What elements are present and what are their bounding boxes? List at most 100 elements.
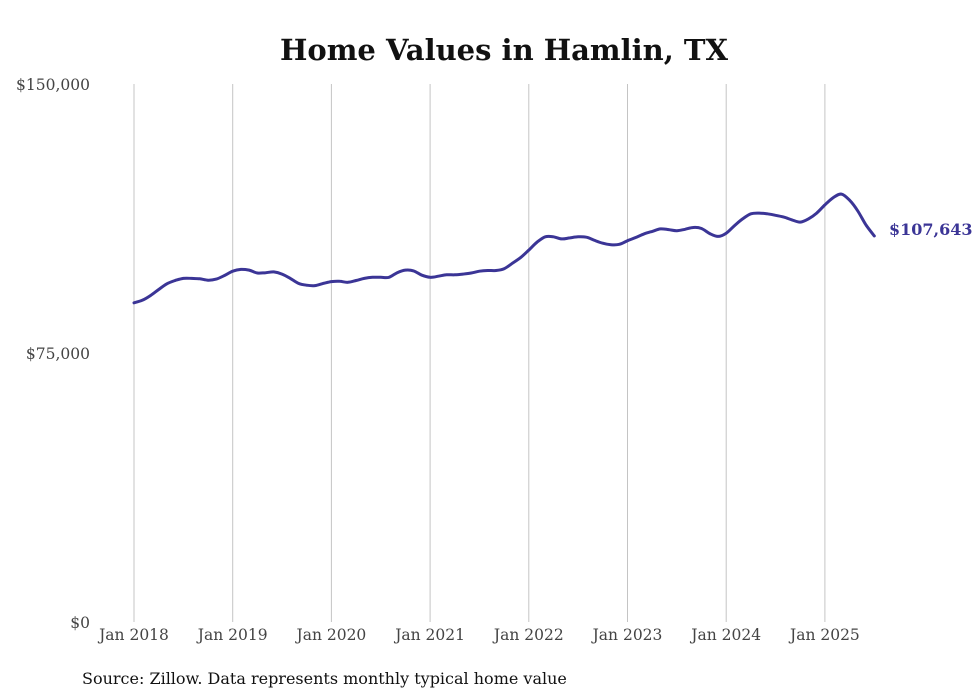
data-point: [609, 243, 613, 246]
data-point: [231, 270, 234, 273]
data-point: [601, 242, 604, 245]
data-point: [856, 209, 859, 213]
data-point: [790, 218, 794, 222]
data-point: [346, 281, 350, 284]
data-point: [700, 227, 703, 230]
data-point: [247, 268, 251, 272]
data-point: [272, 270, 275, 274]
data-point: [206, 279, 210, 282]
data-point: [379, 276, 382, 279]
data-point: [173, 279, 177, 282]
chart-title: Home Values in Hamlin, TX: [280, 33, 729, 67]
data-point: [165, 282, 169, 285]
x-tick-label: Jan 2022: [492, 626, 564, 644]
data-point: [437, 275, 440, 278]
data-point: [519, 256, 522, 259]
data-point: [634, 236, 637, 239]
data-point: [412, 269, 415, 273]
series-line: [132, 192, 876, 305]
data-point: [330, 280, 333, 283]
source-note: Source: Zillow. Data represents monthly …: [82, 669, 567, 688]
data-point: [807, 217, 810, 221]
data-point: [322, 282, 325, 285]
data-point: [774, 214, 777, 217]
data-point: [289, 277, 292, 280]
data-point: [848, 199, 851, 202]
data-point: [692, 226, 695, 229]
data-point: [782, 215, 785, 219]
data-point: [544, 235, 547, 238]
data-point: [864, 223, 868, 227]
data-point: [823, 203, 827, 207]
data-point: [182, 277, 185, 280]
data-point: [190, 277, 193, 280]
data-point: [642, 232, 646, 236]
data-point: [313, 284, 317, 287]
data-point: [470, 271, 473, 275]
data-point: [626, 239, 629, 242]
data-point: [618, 243, 621, 246]
data-point: [511, 262, 514, 265]
data-point: [683, 228, 687, 231]
data-point: [404, 268, 407, 272]
data-point: [363, 277, 366, 280]
data-point: [223, 274, 226, 277]
data-point: [239, 268, 243, 271]
data-point: [757, 211, 761, 215]
data-point: [815, 211, 818, 215]
data-point: [157, 288, 160, 291]
data-point: [527, 248, 530, 252]
data-point: [651, 230, 654, 233]
y-tick-label: $75,000: [26, 345, 90, 363]
data-point: [486, 269, 489, 272]
x-tick-label: Jan 2024: [689, 626, 761, 644]
data-point: [708, 232, 711, 235]
data-point: [667, 228, 670, 231]
data-point: [494, 269, 498, 272]
data-point: [149, 294, 152, 297]
x-axis-ticks: Jan 2018 Jan 2019 Jan 2020 Jan 2021 Jan 2022…: [97, 626, 860, 644]
data-point: [560, 237, 563, 241]
series-layer: $107,643: [132, 192, 973, 305]
data-point: [725, 232, 728, 235]
data-point: [675, 229, 679, 232]
data-point: [305, 284, 308, 287]
data-point: [593, 239, 596, 242]
data-point: [453, 273, 456, 276]
data-point: [280, 272, 284, 276]
data-point: [371, 276, 374, 279]
data-point: [831, 196, 835, 199]
data-point: [198, 277, 201, 280]
x-tick-label: Jan 2018: [97, 626, 169, 644]
data-point: [132, 301, 136, 304]
data-point: [445, 273, 448, 276]
x-tick-label: Jan 2019: [196, 626, 268, 644]
data-point: [502, 267, 506, 270]
data-point: [659, 227, 662, 231]
x-tick-label: Jan 2025: [788, 626, 860, 644]
data-point: [338, 280, 341, 283]
data-point: [568, 236, 572, 240]
data-point: [420, 274, 424, 277]
data-point: [840, 192, 843, 196]
data-point: [766, 212, 769, 215]
data-point: [396, 271, 399, 274]
x-tick-label: Jan 2023: [591, 626, 663, 644]
data-point: [354, 279, 358, 282]
data-point: [873, 234, 876, 238]
data-point: [297, 282, 300, 285]
data-point: [215, 277, 218, 281]
data-point: [585, 236, 588, 239]
y-tick-label: $0: [70, 614, 90, 632]
data-point: [741, 217, 744, 221]
data-point: [428, 276, 432, 279]
y-tick-label: $150,000: [16, 76, 90, 94]
data-point: [799, 220, 802, 224]
data-point: [576, 235, 580, 238]
end-value-label: $107,643: [889, 220, 973, 239]
data-point: [552, 235, 555, 238]
y-axis-ticks: $0 $75,000 $150,000: [16, 76, 90, 632]
data-point: [478, 270, 481, 273]
data-point: [535, 241, 539, 244]
